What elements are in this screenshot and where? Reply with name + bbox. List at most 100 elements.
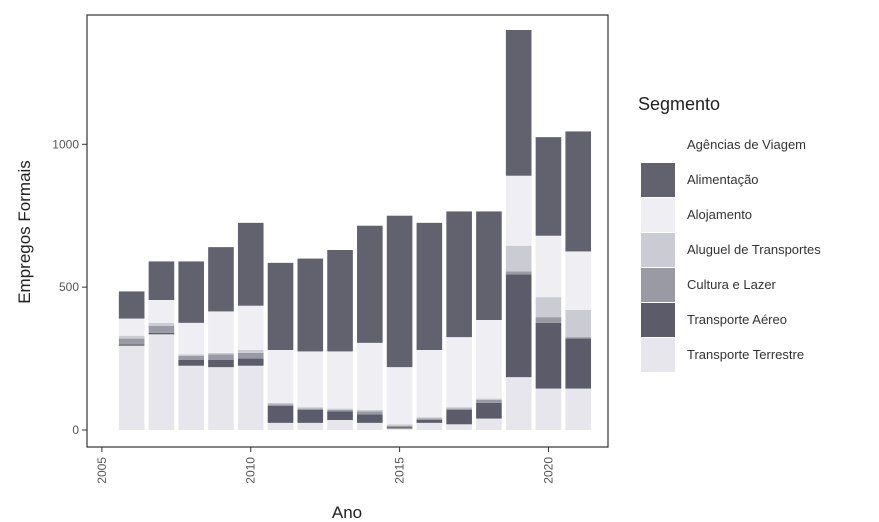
y-tick-label: 0 [72,423,79,437]
bar-segment [297,258,324,352]
legend-swatch [641,163,675,197]
bar-segment [416,417,443,419]
x-tick-label: 2015 [393,457,407,484]
bar-segment [267,404,294,406]
x-axis: 2005 2010 2015 2020 [95,447,555,484]
bar-segment [505,245,532,272]
bar-segment [237,358,264,366]
bar-segment [267,262,294,350]
legend-title: Segmento [638,94,720,114]
bar-segment [148,325,175,333]
bar-segment [386,424,413,426]
bar-segment [208,360,234,368]
bar-segment [357,410,383,412]
bar-segment [386,367,413,425]
x-tick-label: 2020 [541,457,555,484]
legend-label: Transporte Aéreo [687,312,787,327]
bar-segment [118,291,145,319]
legend-label: Agências de Viagem [687,137,806,152]
bar-segment [386,427,413,429]
bar-segment [535,322,562,389]
bar-segment [357,342,383,410]
bar-segment [178,354,205,356]
bar-segment [565,338,592,389]
legend-swatch [641,268,675,302]
bar-segment [476,320,502,399]
bar-segment [297,410,324,423]
legend-swatch [641,338,675,372]
bar-segment [148,334,175,430]
legend-swatch [641,233,675,267]
bar-segment [297,407,324,409]
bar-segment [327,351,353,409]
legend-label: Alojamento [687,207,752,222]
legend-swatch [641,198,675,232]
bar-segment [297,351,324,408]
legend-swatch [641,303,675,337]
bar-segment [446,410,472,425]
bar-segment [237,365,264,430]
bar-segment [416,422,443,430]
legend: Segmento Agências de Viagem Alimentação Al… [638,94,821,372]
bar-segment [178,360,205,366]
bar-segment [357,414,383,423]
bar-segment [148,322,175,326]
bar-segment [505,30,532,176]
y-tick-label: 1000 [52,137,79,151]
bar-segment [118,344,145,346]
x-axis-title: Ano [332,503,362,522]
bar-segment [416,418,443,420]
bar-segment [327,420,353,430]
y-tick-label: 500 [59,280,79,294]
bar-segment [327,408,353,410]
bar-segment [535,235,562,298]
bar-segment [118,335,145,339]
bar-segment [208,311,234,353]
legend-label: Cultura e Lazer [687,277,777,292]
bar-segment [535,137,562,236]
bar-segment [505,175,532,246]
bar-segment [357,225,383,343]
bar-segment [267,402,294,405]
bar-segment [178,322,205,355]
bar-segment [208,247,234,312]
bar-segment [476,400,502,403]
bar-segment [386,425,413,428]
bar-segment [327,410,353,412]
bar-segment [178,365,205,430]
bar-segment [297,408,324,410]
bar-segment [565,337,592,339]
bar-segment [505,377,532,430]
bar-segment [446,407,472,409]
bar-segment [267,422,294,430]
legend-swatch [641,128,675,162]
bar-segment [386,428,413,430]
bar-segment [267,405,294,423]
bar-segment [505,271,532,275]
bar-segment [565,131,592,252]
bar-segment [237,222,264,306]
bar-segment [237,305,264,350]
bar-segment [535,317,562,323]
bar-segment [416,350,443,418]
bar-segment [476,398,502,400]
bar-segment [505,274,532,378]
bar-segment [118,345,145,430]
bar-segment [446,424,472,430]
bar-segment [178,355,205,360]
bar-segment [416,222,443,350]
bar-segment [148,300,175,323]
bar-segment [237,350,264,353]
bar-segment [148,261,175,300]
bar-segment [148,332,175,335]
bar-segment [535,297,562,318]
x-tick-label: 2005 [95,457,109,484]
bar-segment [476,402,502,419]
bar-segment [446,337,472,408]
bar-segment [327,250,353,352]
bar-segment [178,261,205,323]
y-axis-title: Empregos Formais [15,160,34,304]
bar-segment [565,251,592,310]
bar-segment [357,422,383,430]
